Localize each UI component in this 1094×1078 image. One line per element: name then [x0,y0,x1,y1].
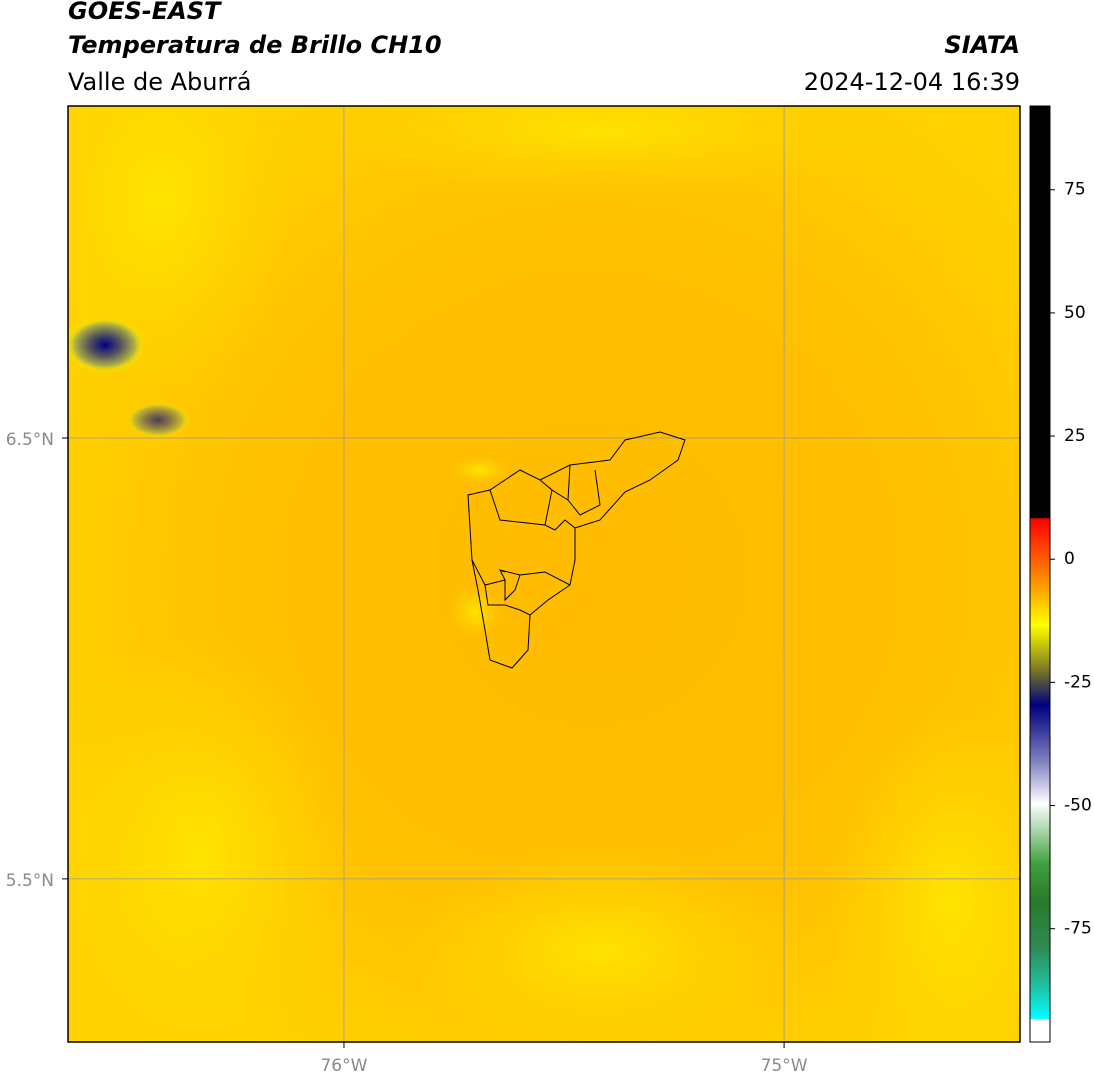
timestamp: 2024-12-04 16:39 [804,68,1020,96]
colorbar-tick-label: 0 [1064,549,1075,569]
municipality-line [471,464,601,616]
image-region [68,630,360,1042]
image-region [400,840,800,1042]
y-tick-label: 6.5°N [6,430,54,450]
colorbar-tick-label: -75 [1064,919,1092,939]
grid [68,106,1020,1042]
source: SIATA [944,31,1020,59]
image-region [449,586,501,638]
image-region [830,700,1020,1042]
satellite-image [68,106,1020,1042]
colorbar-tick-label: 75 [1064,180,1086,200]
x-tick-label: 76°W [320,1056,367,1076]
colorbar [1029,105,1051,1043]
map-frame [67,105,1021,1043]
colorbar-tick-label: 50 [1064,303,1086,323]
cold-cloud [126,402,190,438]
municipal-boundaries [467,431,686,669]
axes: 76°W 75°W 6.5°N 5.5°N 75 50 25 0 -25 -50 -75 [6,180,1092,1076]
cold-cloud [68,317,145,373]
colorbar-tick-label: -50 [1064,796,1092,816]
region: Valle de Aburrá [68,68,252,96]
x-tick-label: 75°W [761,1056,808,1076]
image-region [320,106,880,190]
title: GOES-EAST [68,0,222,25]
subtitle: Temperatura de Brillo CH10 [68,31,442,59]
image-region [450,456,510,484]
colorbar-tick-label: 25 [1064,426,1086,446]
colorbar-tick-label: -25 [1064,672,1092,692]
y-tick-label: 5.5°N [6,871,54,891]
